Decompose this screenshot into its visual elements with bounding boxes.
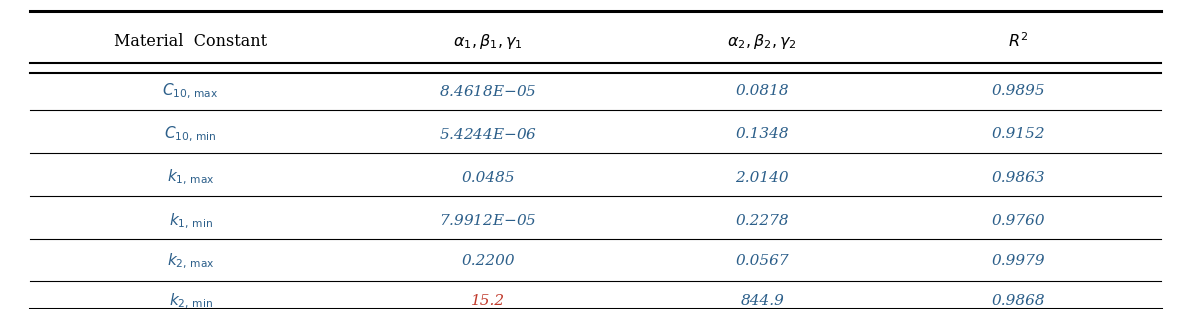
Text: 8.4618E$-$05: 8.4618E$-$05 (439, 84, 537, 99)
Text: $k_{1,\,\mathrm{max}}$: $k_{1,\,\mathrm{max}}$ (167, 168, 214, 187)
Text: 0.9979: 0.9979 (991, 254, 1046, 268)
Text: 0.2278: 0.2278 (735, 214, 790, 228)
Text: Material  Constant: Material Constant (114, 33, 267, 50)
Text: 7.9912E$-$05: 7.9912E$-$05 (439, 214, 537, 228)
Text: 0.0818: 0.0818 (735, 84, 790, 98)
Text: $k_{2,\,\mathrm{min}}$: $k_{2,\,\mathrm{min}}$ (168, 292, 213, 309)
Text: $\alpha_2, \beta_2, \gamma_2$: $\alpha_2, \beta_2, \gamma_2$ (728, 32, 797, 51)
Text: 2.0140: 2.0140 (735, 171, 790, 185)
Text: 0.9152: 0.9152 (991, 127, 1046, 142)
Text: 0.9868: 0.9868 (991, 294, 1046, 308)
Text: 0.9760: 0.9760 (991, 214, 1046, 228)
Text: 5.4244E$-$06: 5.4244E$-$06 (439, 127, 537, 142)
Text: 0.2200: 0.2200 (461, 254, 516, 268)
Text: 0.9895: 0.9895 (991, 84, 1046, 98)
Text: $k_{2,\,\mathrm{max}}$: $k_{2,\,\mathrm{max}}$ (167, 252, 214, 271)
Text: 844.9: 844.9 (741, 294, 784, 308)
Text: $C_{10,\,\mathrm{min}}$: $C_{10,\,\mathrm{min}}$ (164, 125, 217, 144)
Text: $k_{1,\,\mathrm{min}}$: $k_{1,\,\mathrm{min}}$ (168, 211, 213, 231)
Text: 0.0485: 0.0485 (461, 171, 516, 185)
Text: $R^2$: $R^2$ (1009, 32, 1028, 51)
Text: 0.9863: 0.9863 (991, 171, 1046, 185)
Text: $C_{10,\,\mathrm{max}}$: $C_{10,\,\mathrm{max}}$ (162, 82, 219, 101)
Text: $\alpha_1, \beta_1, \gamma_1$: $\alpha_1, \beta_1, \gamma_1$ (454, 32, 523, 51)
Text: 0.1348: 0.1348 (735, 127, 790, 142)
Text: 15.2: 15.2 (472, 294, 505, 308)
Text: 0.0567: 0.0567 (735, 254, 790, 268)
